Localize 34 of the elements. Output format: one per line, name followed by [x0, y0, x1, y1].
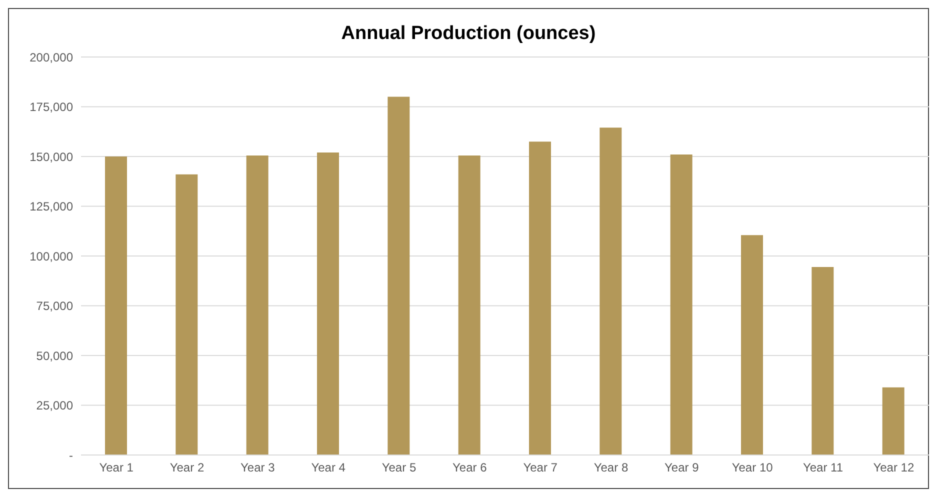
y-tick-label: 200,000: [30, 50, 74, 64]
x-tick-label: Year 1: [99, 460, 134, 475]
bar: [105, 156, 127, 455]
bar: [812, 266, 834, 455]
y-tick-label: 75,000: [36, 299, 74, 314]
bar: [388, 96, 410, 455]
bar: [882, 387, 904, 455]
x-tick-label: Year 10: [732, 460, 774, 475]
x-tick-label: Year 12: [873, 460, 914, 475]
x-tick-label: Year 6: [452, 460, 488, 475]
y-tick-label: 125,000: [30, 200, 74, 214]
bar: [741, 235, 763, 455]
y-tick-label: -: [69, 448, 73, 462]
bar: [600, 128, 622, 455]
x-tick-label: Year 8: [594, 460, 628, 475]
bar: [317, 152, 339, 455]
x-tick-label: Year 7: [523, 460, 558, 475]
y-tick-label: 100,000: [30, 249, 74, 264]
bar: [529, 142, 551, 455]
bar: [458, 156, 480, 455]
y-tick-label: 25,000: [36, 398, 74, 413]
bar: [246, 156, 268, 455]
x-tick-label: Year 11: [802, 460, 844, 475]
y-tick-label: 50,000: [36, 348, 74, 363]
bar: [670, 154, 692, 455]
chart-title: Annual Production (ounces): [340, 23, 597, 45]
bar: [176, 174, 198, 455]
x-tick-label: Year 9: [664, 460, 700, 475]
y-tick-label: 150,000: [30, 150, 74, 164]
x-tick-label: Year 5: [382, 460, 416, 475]
x-tick-label: Year 3: [240, 460, 276, 475]
y-tick-label: 175,000: [30, 100, 74, 114]
x-tick-label: Year 2: [170, 460, 204, 475]
x-tick-label: Year 4: [311, 460, 346, 475]
